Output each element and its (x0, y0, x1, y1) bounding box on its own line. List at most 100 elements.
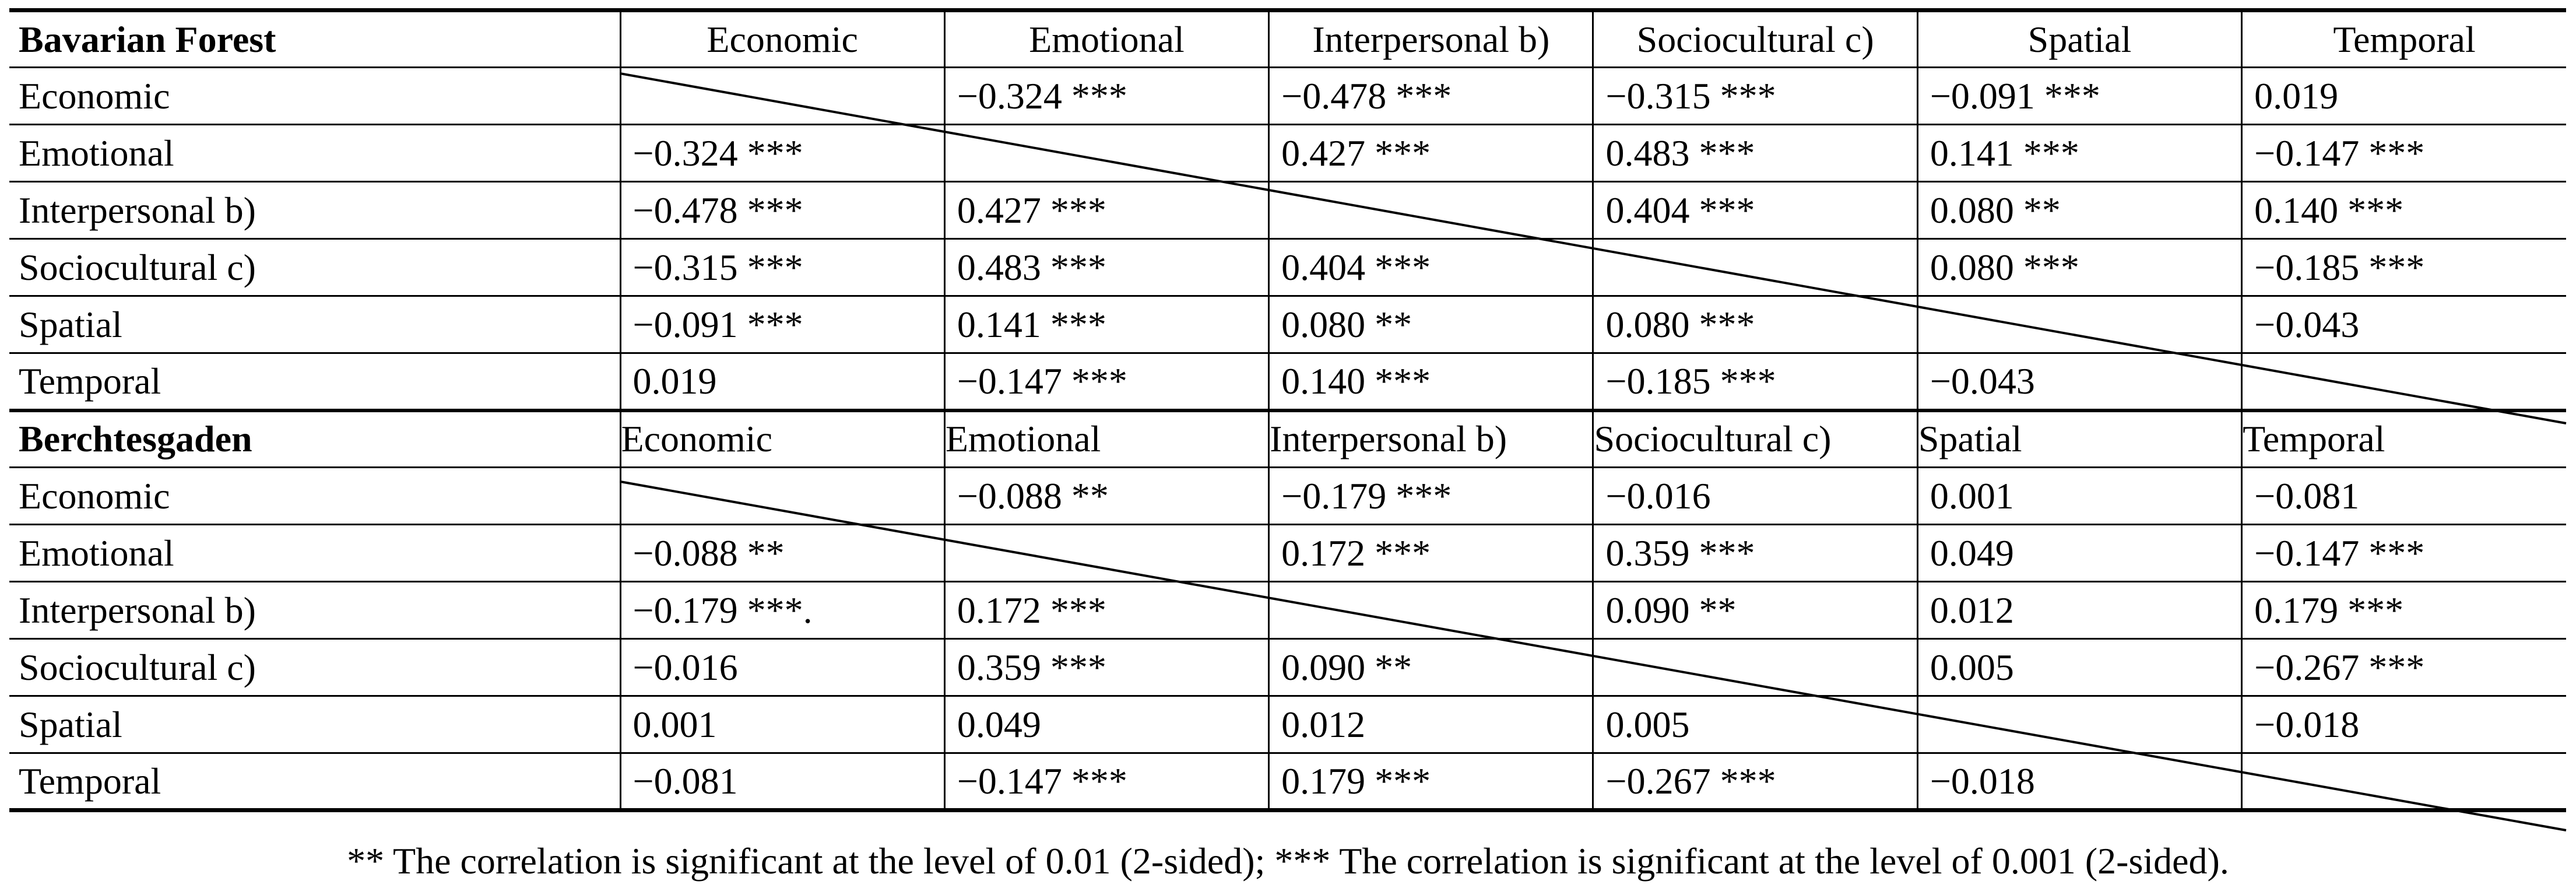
table-cell (1268, 181, 1593, 240)
table-cell: 0.080 ** (1916, 181, 2242, 240)
table-cell: −0.043 (1916, 353, 2242, 410)
table-cell: −0.315 *** (1592, 67, 1918, 125)
table-cell: −0.018 (2241, 696, 2566, 754)
table-cell: −0.179 *** (1268, 467, 1593, 525)
table-cell: −0.267 *** (2241, 638, 2566, 697)
table-cell (619, 67, 945, 125)
table-cell (943, 124, 1269, 182)
table-row: Sociocultural c) −0.016 0.359 *** 0.090 … (9, 638, 2566, 697)
table-row: Temporal −0.081 −0.147 *** 0.179 *** −0.… (9, 753, 2566, 812)
table-cell: 0.005 (1916, 638, 2242, 697)
column-header: Sociocultural c) (1592, 8, 1918, 68)
row-label: Interpersonal b) (9, 581, 620, 640)
column-header: Spatial (1916, 408, 2242, 468)
table-cell: 0.001 (1916, 467, 2242, 525)
row-label: Emotional (9, 524, 620, 582)
table-cell: 0.080 *** (1916, 238, 2242, 297)
table-cell: −0.018 (1916, 753, 2242, 812)
row-label: Sociocultural c) (9, 638, 620, 697)
table-cell: 0.080 ** (1268, 296, 1593, 354)
table-cell: 0.141 *** (943, 296, 1269, 354)
table-cell: 0.090 ** (1268, 638, 1593, 697)
table-cell: −0.081 (619, 753, 945, 812)
table-row: Emotional −0.324 *** 0.427 *** 0.483 ***… (9, 124, 2566, 182)
table-cell: 0.090 ** (1592, 581, 1918, 640)
table-cell: −0.324 *** (943, 67, 1269, 125)
table-cell: 0.012 (1268, 696, 1593, 754)
table-cell: 0.141 *** (1916, 124, 2242, 182)
table-cell: −0.324 *** (619, 124, 945, 182)
table-row: Spatial 0.001 0.049 0.012 0.005 −0.018 (9, 696, 2566, 754)
table-cell: 0.179 *** (1268, 753, 1593, 812)
table-cell: 0.080 *** (1592, 296, 1918, 354)
table-cell: 0.427 *** (1268, 124, 1593, 182)
column-header: Economic (619, 408, 945, 468)
table-cell: −0.267 *** (1592, 753, 1918, 812)
table-cell: 0.172 *** (943, 581, 1269, 640)
table-row: Interpersonal b) −0.478 *** 0.427 *** 0.… (9, 181, 2566, 240)
table-cell: −0.478 *** (619, 181, 945, 240)
table-cell: −0.147 *** (943, 353, 1269, 410)
table-cell: 0.404 *** (1268, 238, 1593, 297)
row-label: Temporal (9, 753, 620, 812)
table-cell (1916, 696, 2242, 754)
row-label: Economic (9, 467, 620, 525)
table-cell: 0.359 *** (943, 638, 1269, 697)
table-cell: 0.359 *** (1592, 524, 1918, 582)
section-header-row: Bavarian Forest Economic Emotional Inter… (9, 8, 2566, 68)
correlation-table: Bavarian Forest Economic Emotional Inter… (9, 8, 2566, 812)
table-cell: −0.147 *** (2241, 124, 2566, 182)
table-cell: −0.088 ** (619, 524, 945, 582)
table-cell: 0.049 (943, 696, 1269, 754)
table-cell: −0.147 *** (943, 753, 1269, 812)
table-cell (2241, 753, 2566, 812)
table-cell: 0.427 *** (943, 181, 1269, 240)
row-label: Interpersonal b) (9, 181, 620, 240)
table-cell: 0.179 *** (2241, 581, 2566, 640)
table-cell: 0.012 (1916, 581, 2242, 640)
table-cell: 0.483 *** (943, 238, 1269, 297)
table-cell: −0.478 *** (1268, 67, 1593, 125)
table-cell: 0.019 (619, 353, 945, 410)
row-label: Spatial (9, 296, 620, 354)
section-header-row: Berchtesgaden Economic Emotional Interpe… (9, 408, 2566, 468)
table-row: Interpersonal b) −0.179 ***. 0.172 *** 0… (9, 581, 2566, 640)
row-label: Sociocultural c) (9, 238, 620, 297)
row-label: Spatial (9, 696, 620, 754)
column-header: Spatial (1916, 8, 2242, 68)
table-cell: −0.185 *** (1592, 353, 1918, 410)
table-cell: 0.140 *** (2241, 181, 2566, 240)
column-header: Temporal (2241, 8, 2566, 68)
table-cell: 0.404 *** (1592, 181, 1918, 240)
column-header: Interpersonal b) (1268, 408, 1593, 468)
table-row: Emotional −0.088 ** 0.172 *** 0.359 *** … (9, 524, 2566, 582)
table-row: Spatial −0.091 *** 0.141 *** 0.080 ** 0.… (9, 296, 2566, 354)
table-row: Sociocultural c) −0.315 *** 0.483 *** 0.… (9, 238, 2566, 297)
table-cell: −0.016 (619, 638, 945, 697)
column-header: Sociocultural c) (1592, 408, 1918, 468)
row-label: Economic (9, 67, 620, 125)
column-header: Economic (619, 8, 945, 68)
table-cell (2241, 353, 2566, 410)
table-footnote: ** The correlation is significant at the… (347, 840, 2229, 882)
table-cell: 0.019 (2241, 67, 2566, 125)
table-cell: 0.005 (1592, 696, 1918, 754)
table-cell: −0.081 (2241, 467, 2566, 525)
table-cell: 0.001 (619, 696, 945, 754)
table-row: Temporal 0.019 −0.147 *** 0.140 *** −0.1… (9, 353, 2566, 410)
table-cell: −0.088 ** (943, 467, 1269, 525)
table-cell (1268, 581, 1593, 640)
table-cell: −0.043 (2241, 296, 2566, 354)
table-row: Economic −0.088 ** −0.179 *** −0.016 0.0… (9, 467, 2566, 525)
section-title: Bavarian Forest (9, 8, 620, 68)
table-cell: 0.483 *** (1592, 124, 1918, 182)
table-cell: −0.147 *** (2241, 524, 2566, 582)
column-header: Interpersonal b) (1268, 8, 1593, 68)
row-label: Emotional (9, 124, 620, 182)
column-header: Emotional (943, 8, 1269, 68)
table-cell (1916, 296, 2242, 354)
column-header: Emotional (943, 408, 1269, 468)
table-row: Economic −0.324 *** −0.478 *** −0.315 **… (9, 67, 2566, 125)
table-cell: 0.140 *** (1268, 353, 1593, 410)
